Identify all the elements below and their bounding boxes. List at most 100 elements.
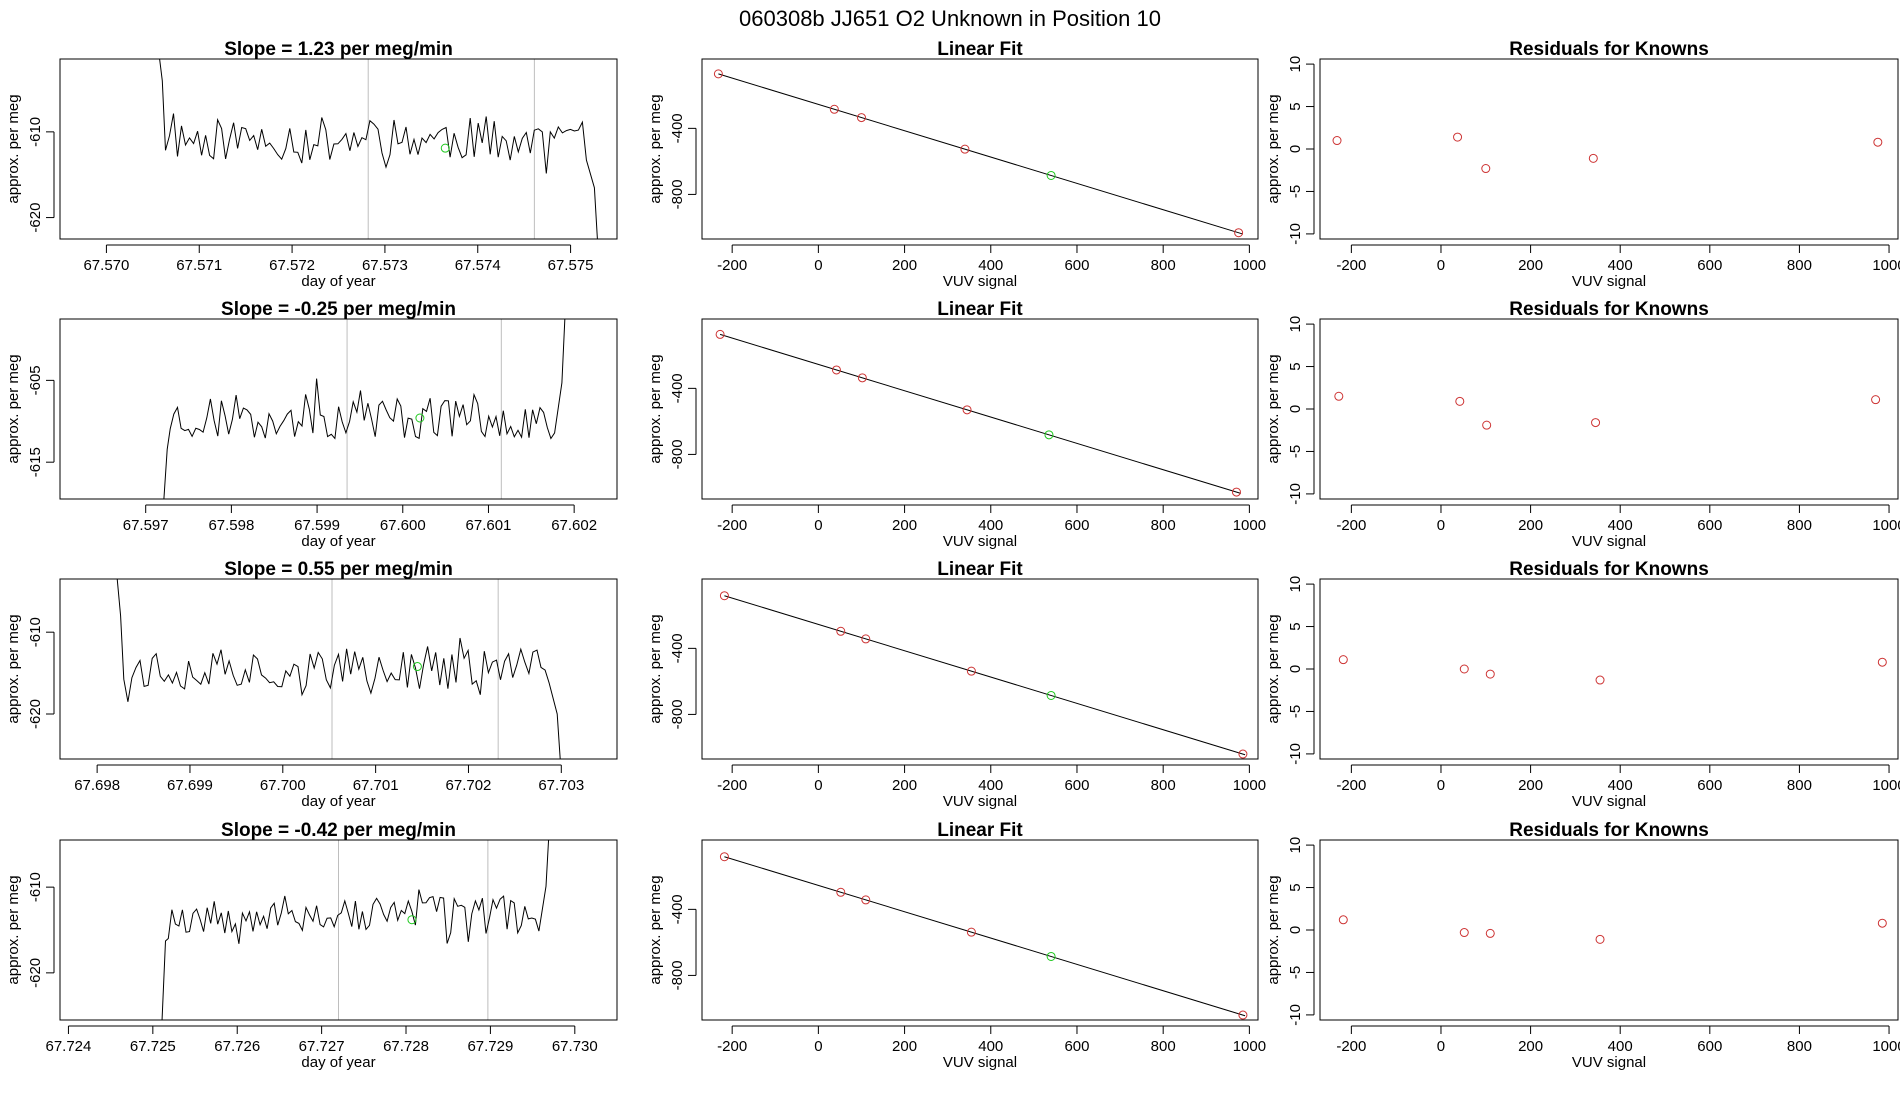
x-axis-label: VUV signal: [943, 1054, 1017, 1071]
trace-line: [161, 840, 550, 1020]
y-tick-label: -10: [1287, 1004, 1304, 1026]
fit-frame: [701, 318, 1259, 500]
x-tick-label: 67.573: [362, 257, 408, 274]
trace-frame: [59, 318, 618, 500]
x-tick-label: 67.703: [538, 777, 584, 794]
y-tick-label: -5: [1287, 445, 1304, 458]
x-tick-label: 67.570: [83, 257, 129, 274]
x-tick-label: 67.728: [383, 1038, 429, 1055]
y-axis-label: approx. per meg: [647, 614, 664, 723]
x-tick-label: 200: [892, 517, 917, 534]
unknown-point: [1044, 430, 1054, 440]
x-axis-label: VUV signal: [1572, 793, 1646, 810]
x-tick-label: 800: [1787, 257, 1812, 274]
page-title: 060308b JJ651 O2 Unknown in Position 10: [739, 6, 1161, 31]
x-tick-label: 67.698: [74, 777, 120, 794]
x-tick-label: 67.699: [167, 777, 213, 794]
y-axis-label: approx. per meg: [1265, 875, 1282, 984]
x-tick-label: 67.602: [551, 517, 597, 534]
y-tick-label: -400: [669, 373, 686, 403]
x-tick-label: 0: [814, 517, 822, 534]
known-point: [962, 405, 972, 415]
y-tick-label: -800: [669, 699, 686, 729]
x-tick-label: 67.729: [467, 1038, 513, 1055]
fit-line: [718, 73, 1244, 235]
y-tick-label: -800: [669, 179, 686, 209]
known-point: [856, 113, 866, 123]
fit-line: [719, 333, 1241, 494]
y-tick-label: -800: [669, 439, 686, 469]
residual-point: [1871, 395, 1881, 405]
fit-line: [724, 595, 1246, 756]
y-tick-label: 5: [1287, 622, 1304, 630]
y-tick-label: -615: [27, 447, 44, 477]
x-tick-label: 67.598: [208, 517, 254, 534]
residual-point: [1338, 915, 1348, 925]
x-tick-label: 67.725: [130, 1038, 176, 1055]
x-tick-label: 400: [1608, 257, 1633, 274]
x-tick-label: 800: [1151, 1038, 1176, 1055]
y-tick-label: -610: [27, 617, 44, 647]
x-tick-label: 800: [1151, 517, 1176, 534]
residuals-data: [1334, 391, 1881, 430]
y-tick-label: 0: [1287, 926, 1304, 934]
y-tick-label: -610: [27, 872, 44, 902]
unknown-mean-marker: [415, 413, 425, 423]
y-tick-label: 5: [1287, 102, 1304, 110]
y-axis-label: approx. per meg: [1265, 354, 1282, 463]
fit-data: [719, 591, 1248, 759]
residual-point: [1873, 137, 1883, 147]
known-point: [861, 634, 871, 644]
y-tick-label: 5: [1287, 883, 1304, 891]
known-point: [829, 104, 839, 114]
residuals-title: Residuals for Knowns: [1509, 39, 1709, 60]
x-axis-label: VUV signal: [1572, 273, 1646, 290]
x-axis-label: VUV signal: [943, 273, 1017, 290]
y-axis-label: approx. per meg: [5, 94, 22, 203]
x-tick-label: 200: [892, 257, 917, 274]
y-tick-label: -400: [669, 113, 686, 143]
trace-panel-4: Slope = -0.42 per meg/min 67.724 67.725 67.…: [5, 820, 618, 1071]
x-tick-label: -200: [717, 1038, 747, 1055]
x-tick-label: 600: [1697, 777, 1722, 794]
x-tick-label: 67.726: [214, 1038, 260, 1055]
x-tick-label: 400: [1608, 1038, 1633, 1055]
known-point: [715, 329, 725, 339]
x-axis-label: day of year: [301, 793, 375, 810]
fit-panel-2: Linear Fit -200 0 200 400 600 800 1000 VUV signa…: [647, 299, 1266, 550]
y-tick-label: -620: [27, 958, 44, 988]
residual-point: [1595, 675, 1605, 685]
trace-line: [159, 59, 598, 239]
residual-point: [1595, 934, 1605, 944]
y-axis-label: approx. per meg: [1265, 614, 1282, 723]
x-tick-label: 67.724: [45, 1038, 91, 1055]
x-tick-label: 400: [1608, 777, 1633, 794]
x-tick-label: -200: [1336, 257, 1366, 274]
trace-title: Slope = -0.42 per meg/min: [221, 820, 456, 841]
trace-title: Slope = 1.23 per meg/min: [224, 39, 453, 60]
x-tick-label: 600: [1697, 257, 1722, 274]
trace-title: Slope = 0.55 per meg/min: [224, 559, 453, 580]
x-tick-label: 600: [1064, 1038, 1089, 1055]
fit-title: Linear Fit: [937, 39, 1023, 60]
x-tick-label: 800: [1787, 777, 1812, 794]
x-tick-label: 400: [978, 517, 1003, 534]
x-tick-label: 600: [1697, 1038, 1722, 1055]
known-point: [966, 666, 976, 676]
x-tick-label: 200: [1518, 257, 1543, 274]
x-tick-label: 1000: [1872, 517, 1900, 534]
residual-point: [1485, 928, 1495, 938]
trace-panel-3: Slope = 0.55 per meg/min 67.698 67.699 67.7…: [5, 559, 618, 810]
x-tick-label: 0: [814, 257, 822, 274]
residuals-frame: [1319, 578, 1899, 760]
unknown-point: [1046, 690, 1056, 700]
fit-frame: [701, 578, 1259, 760]
x-tick-label: 67.597: [123, 517, 169, 534]
trace-data: [163, 319, 566, 499]
x-tick-label: -200: [717, 777, 747, 794]
residual-point: [1338, 655, 1348, 665]
fit-frame: [701, 839, 1259, 1021]
y-tick-label: -620: [27, 699, 44, 729]
x-tick-label: -200: [1336, 777, 1366, 794]
x-tick-label: 200: [1518, 1038, 1543, 1055]
